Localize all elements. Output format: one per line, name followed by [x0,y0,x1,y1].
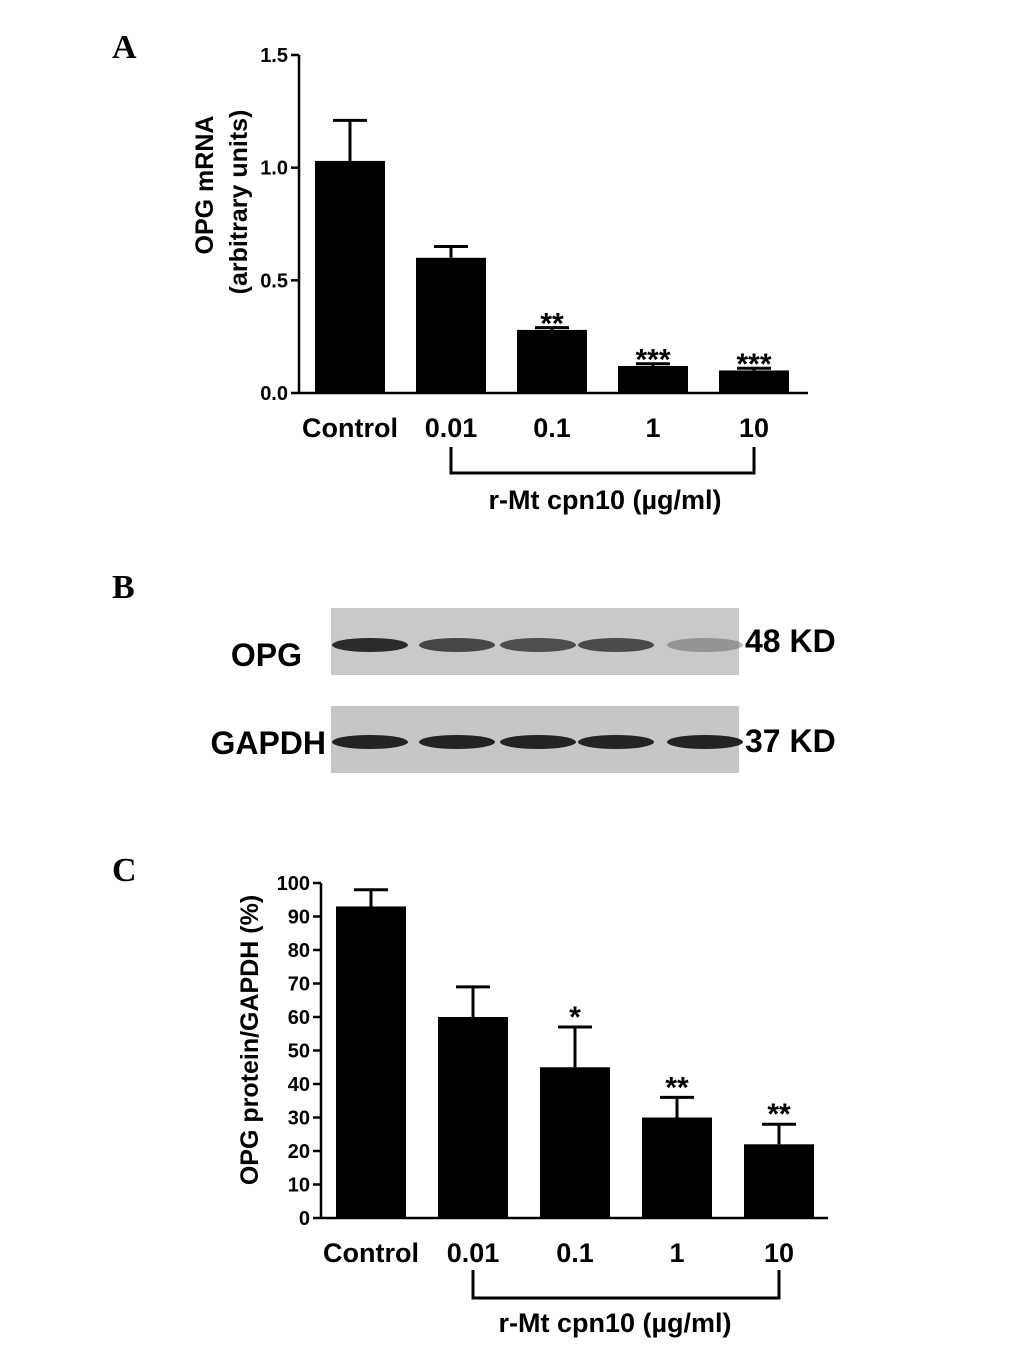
chart-a-ylabel-line2: (arbitrary units) [225,110,253,295]
x-tick-label: 0.01 [425,413,478,443]
y-tick-label: 20 [288,1141,310,1163]
bar-10 [719,370,789,393]
opg-band [578,638,654,652]
y-tick-label: 10 [288,1175,310,1197]
y-tick-label: 0.5 [260,270,288,292]
treatment-bracket [471,1270,781,1300]
x-tick-label: 10 [739,413,769,443]
gapdh-band [578,735,654,749]
panel-letter-c: C [112,852,137,889]
y-tick-label: 0 [299,1208,310,1230]
bar-Control [315,160,385,393]
panel-letter-b: B [112,569,135,606]
x-tick-label: Control [302,413,398,443]
chart-a-xlabel: r-Mt cpn10 (µg/ml) [488,485,721,515]
gapdh-band [332,735,408,749]
y-tick-label: 70 [288,974,310,996]
chart-c-xlabel: r-Mt cpn10 (µg/ml) [498,1308,731,1338]
y-tick-label: 100 [277,873,310,895]
chart-c-opg-protein: OPG protein/GAPDH (%) r-Mt cpn10 (µg/ml)… [236,873,828,1338]
significance-label: ** [540,308,564,341]
opg-band [332,638,408,652]
panel-letter-a: A [112,29,137,66]
gapdh-bands [332,735,743,749]
chart-c-ylabel: OPG protein/GAPDH (%) [236,895,264,1185]
y-tick-label: 1.0 [260,158,288,180]
opg-band [500,638,576,652]
blot-label-opg: OPG [231,637,302,673]
bar-0.01 [438,1017,508,1218]
y-tick-label: 90 [288,907,310,929]
significance-label: ** [767,1098,791,1131]
chart-a-ylabel-line1: OPG mRNA [191,116,219,255]
bar-0.01 [416,257,486,393]
blot-size-gapdh: 37 KD [745,723,836,759]
bar-0.1 [540,1067,610,1218]
bar-10 [744,1144,814,1218]
y-tick-label: 60 [288,1007,310,1029]
bar-1 [618,365,688,393]
significance-label: * [569,1001,581,1034]
opg-bands [332,638,743,652]
y-tick-label: 50 [288,1041,310,1063]
gapdh-band [500,735,576,749]
y-tick-label: 1.5 [260,45,288,67]
x-tick-label: 10 [764,1238,794,1268]
treatment-bracket [449,447,756,475]
gapdh-band [419,735,495,749]
x-tick-label: 0.1 [556,1238,594,1268]
significance-label: *** [635,344,670,377]
x-tick-label: 0.1 [533,413,571,443]
x-tick-label: Control [323,1238,419,1268]
x-tick-label: 1 [669,1238,684,1268]
x-tick-label: 1 [645,413,660,443]
gapdh-band [667,735,743,749]
bar-0.1 [517,329,587,393]
opg-band [667,638,743,652]
x-tick-label: 0.01 [447,1238,500,1268]
chart-a-opg-mrna: OPG mRNA (arbitrary units) r-Mt cpn10 (µ… [191,45,808,515]
significance-label: ** [665,1071,689,1104]
blot-label-gapdh: GAPDH [210,725,326,761]
bar-1 [642,1117,712,1218]
western-blot: OPG GAPDH 48 KD 37 KD [210,608,836,773]
y-tick-label: 0.0 [260,383,288,405]
significance-label: *** [736,348,771,381]
bar-Control [336,906,406,1218]
opg-band [419,638,495,652]
y-tick-label: 40 [288,1074,310,1096]
y-tick-label: 30 [288,1108,310,1130]
blot-size-opg: 48 KD [745,623,836,659]
y-tick-label: 80 [288,940,310,962]
